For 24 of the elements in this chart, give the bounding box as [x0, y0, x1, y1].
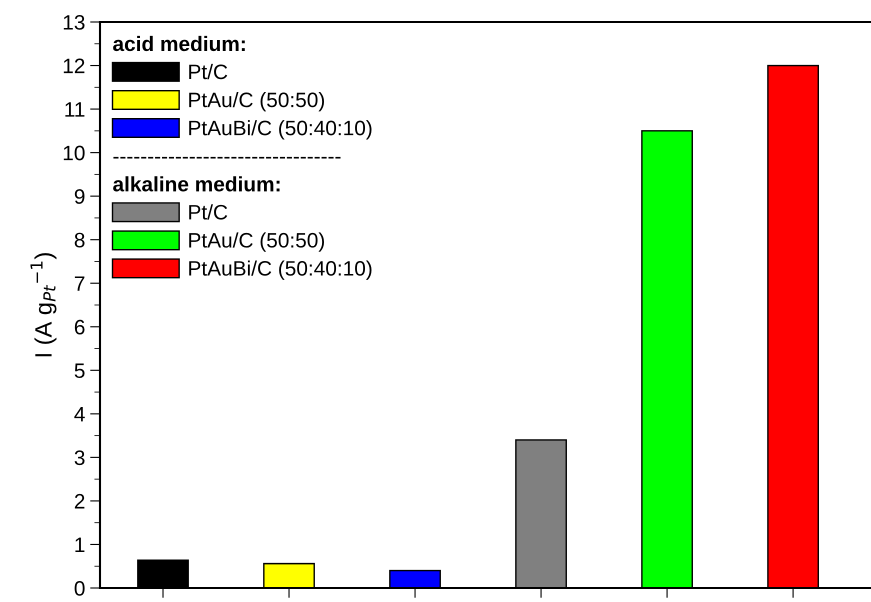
- legend-label: PtAu/C (50:50): [189, 232, 324, 252]
- y-tick-label: 1: [75, 538, 84, 552]
- legend-label: PtAu/C (50:50): [189, 92, 324, 112]
- y-tick-label: 2: [74, 494, 84, 508]
- legend-label: PtAuBi/C (50:40:10): [189, 120, 372, 140]
- y-tick-label: 3: [74, 450, 84, 466]
- legend-label: Pt/C: [189, 64, 228, 80]
- y-tick-label: 4: [74, 407, 85, 422]
- y-tick-label: 11: [65, 102, 84, 117]
- y-axis-title: I (A g$_{Pt}$$^{−1}$): [30, 253, 56, 356]
- y-tick-label: 7: [74, 276, 84, 291]
- y-tick-label: 0: [74, 581, 85, 596]
- y-tick-label: 5: [74, 364, 85, 378]
- annotation: acid medium:: [113, 36, 245, 52]
- y-tick-label: 13: [64, 15, 85, 30]
- annotation: alkaline medium:: [113, 176, 280, 192]
- y-tick-label: 9: [74, 189, 84, 204]
- y-tick-label: 10: [64, 146, 85, 160]
- y-tick-label: 12: [64, 58, 84, 74]
- y-tick-label: 8: [74, 232, 85, 248]
- y-tick-label: 6: [74, 320, 84, 335]
- legend-label: Pt/C: [189, 204, 228, 220]
- annotation: ---------------------------------: [113, 156, 341, 159]
- legend-label: PtAuBi/C (50:40:10): [189, 260, 372, 280]
